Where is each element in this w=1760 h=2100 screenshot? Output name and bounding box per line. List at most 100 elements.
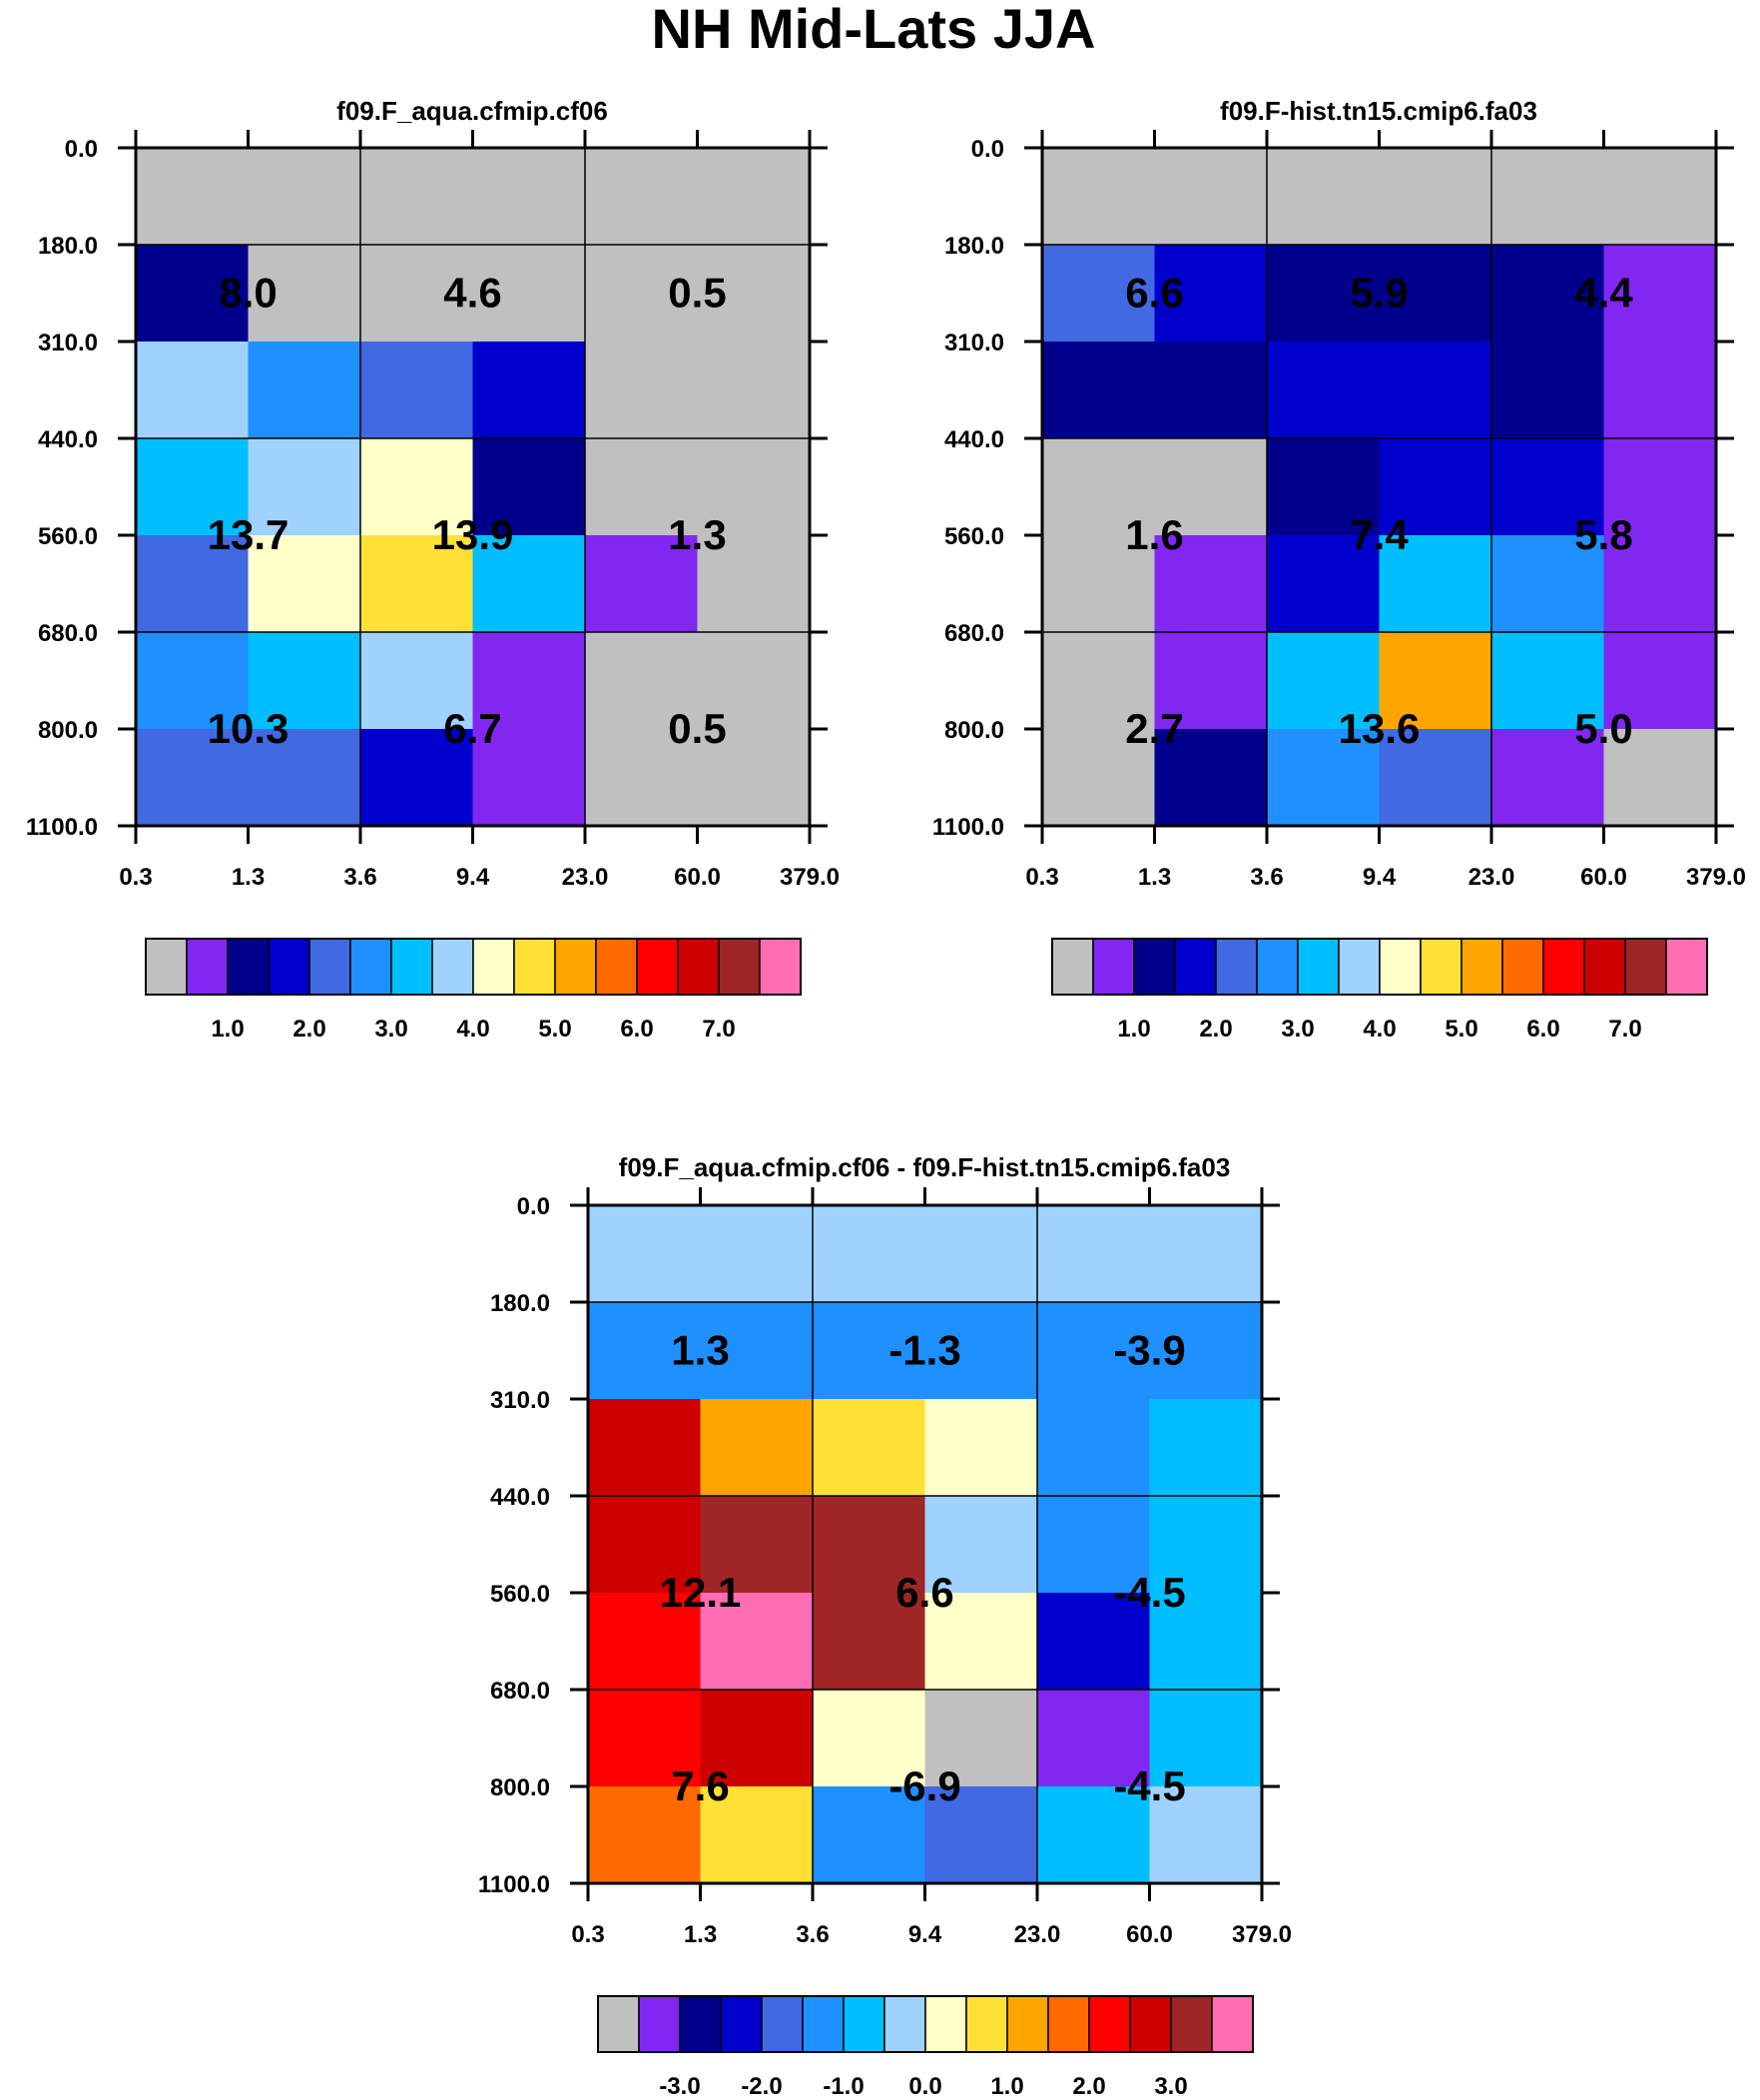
heatmap-cell [700,1690,814,1787]
heatmap-cell [1491,535,1604,633]
x-tick-label: 379.0 [1232,1921,1292,1948]
heatmap-cell [1149,1786,1263,1884]
heatmap-cell [585,342,698,439]
cell-value-label: 1.3 [668,511,726,558]
x-tick-label: 23.0 [1468,864,1515,891]
colorbar-swatch [145,938,188,996]
panel-title: f09.F_aqua.cfmip.cf06 [336,96,608,126]
y-tick-label: 800.0 [38,717,98,744]
heatmap-cell [248,729,361,827]
cell-value-label: 1.3 [671,1327,729,1374]
cell-value-label: 2.7 [1125,705,1183,752]
colorbar-swatch [308,938,351,996]
cell-value-label: 10.3 [208,705,290,752]
panel-difference: f09.F_aqua.cfmip.cf06 - f09.F-hist.tn15.… [478,1152,1292,2100]
colorbar-swatch [1624,938,1667,996]
heatmap-cell [813,1399,925,1497]
heatmap-cell [1154,245,1268,343]
colorbar-label: 4.0 [1363,1016,1396,1043]
colorbar-swatch [843,1995,885,2053]
heatmap-cell [1379,632,1492,730]
cell-value-label: -6.9 [888,1762,960,1809]
colorbar-swatch [268,938,310,996]
colorbar-swatch [1047,1995,1090,2053]
heatmap-cell [1267,245,1380,343]
heatmap-cell [1149,1302,1263,1400]
x-tick-label: 0.3 [1025,864,1058,891]
heatmap-cell [700,1302,814,1400]
heatmap-cell [136,245,249,343]
y-tick-label: 0.0 [65,136,98,163]
y-tick-label: 440.0 [490,1484,550,1511]
colorbar-label: -3.0 [659,2073,700,2100]
x-tick-label: 1.3 [1138,864,1171,891]
cell-value-label: 0.5 [668,705,726,752]
colorbar-swatch [1420,938,1463,996]
colorbar-swatch [883,1995,926,2053]
heatmap-cell [813,1496,925,1594]
heatmap-cell [1267,632,1380,730]
heatmap-cell [1037,1496,1150,1594]
colorbar-swatch [1461,938,1503,996]
heatmap-cell [1491,148,1604,246]
colorbar-frame [1051,938,1708,996]
y-tick-label: 560.0 [944,523,1004,550]
heatmap-cell [1149,1399,1263,1497]
panel-title: f09.F_aqua.cfmip.cf06 - f09.F-hist.tn15.… [619,1152,1231,1182]
colorbar-label: 2.0 [1199,1016,1232,1043]
heatmap-cell [700,1205,814,1303]
heatmap-cell [1491,729,1604,827]
heatmap-cell [472,342,586,439]
heatmap-cell [697,535,811,633]
heatmap-cell [1379,535,1492,633]
heatmap-cell [813,1690,925,1787]
colorbar-swatch [1297,938,1340,996]
heatmap-cell [585,245,698,343]
cell-value-label: 12.1 [660,1569,742,1616]
x-tick-label: 0.3 [571,1921,604,1948]
cell-value-label: 4.4 [1574,270,1633,317]
heatmap-cell [700,1786,814,1884]
heatmap-cell [360,438,473,536]
heatmap-cell [1603,342,1717,439]
colorbar-frame [597,1995,1254,2053]
cell-value-label: 5.8 [1574,511,1632,558]
heatmap-cell [813,1786,925,1884]
x-tick-label: 23.0 [1014,1921,1061,1948]
x-tick-label: 9.4 [456,864,490,891]
heatmap-cell [588,1496,701,1594]
y-tick-label: 560.0 [38,523,98,550]
heatmap-cell [472,148,586,246]
cell-value-label: 0.5 [668,270,726,317]
heatmap-cell [1042,632,1155,730]
heatmap-cell [588,1302,701,1400]
x-tick-label: 23.0 [562,864,609,891]
heatmap-cell [1149,1690,1263,1787]
heatmap-cell [697,729,811,827]
colorbar-label: 7.0 [702,1016,735,1043]
colorbar-swatch [1211,1995,1254,2053]
x-tick-label: 0.3 [119,864,152,891]
heatmap-cell [1267,148,1380,246]
heatmap-cell [700,1399,814,1497]
x-tick-label: 3.6 [343,864,376,891]
heatmap-cell [697,438,811,536]
y-tick-label: 0.0 [517,1193,550,1220]
heatmap-cell [248,245,361,343]
colorbar-label: -2.0 [741,2073,782,2100]
x-tick-label: 379.0 [780,864,840,891]
y-tick-label: 180.0 [944,233,1004,260]
heatmap-cell [1037,1205,1150,1303]
heatmap-cell [1491,438,1604,536]
colorbar-swatch [597,1995,640,2053]
heatmap-cell [588,1593,701,1691]
heatmap-cell [1042,535,1155,633]
x-tick-label: 379.0 [1686,864,1746,891]
heatmap-cell [136,342,249,439]
heatmap-cell [1267,342,1380,439]
y-tick-label: 180.0 [490,1290,550,1317]
colorbar-swatch [1215,938,1258,996]
heatmap-cell [1267,729,1380,827]
heatmap-cell [924,1496,1038,1594]
cell-value-label: 5.0 [1574,705,1632,752]
